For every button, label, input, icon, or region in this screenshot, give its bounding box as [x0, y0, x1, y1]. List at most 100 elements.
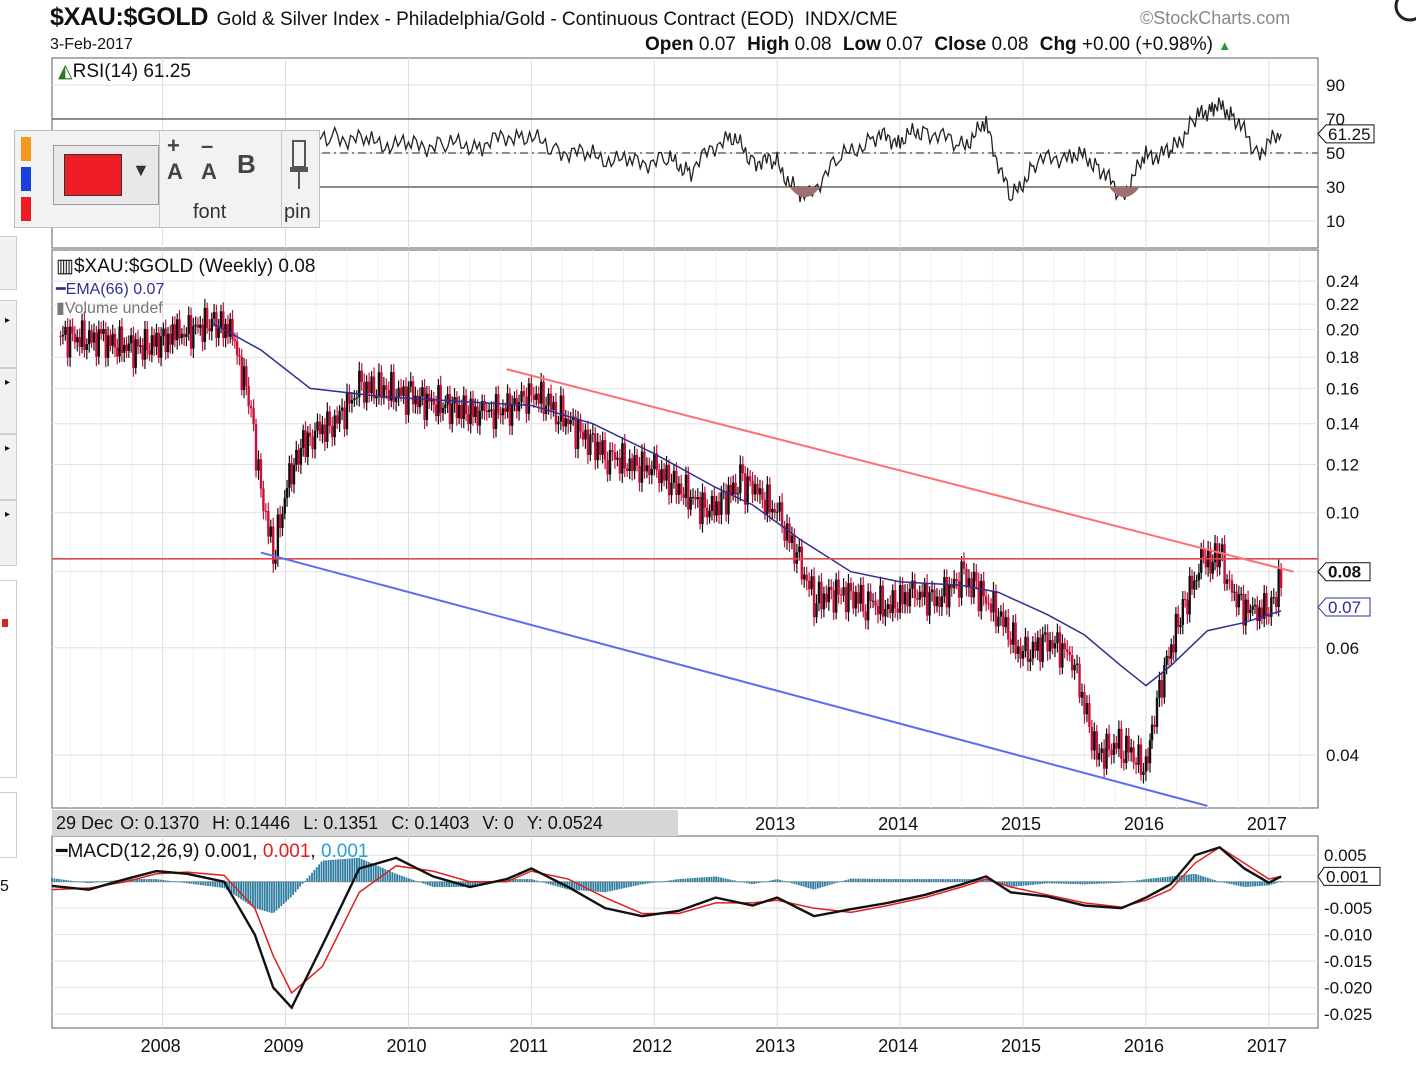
price-candle-body — [194, 324, 197, 326]
macd-histogram-bar — [138, 879, 141, 882]
macd-histogram-bar — [346, 858, 349, 882]
macd-histogram-bar — [1162, 877, 1164, 882]
macd-histogram-bar — [1069, 881, 1072, 884]
price-candle-body — [490, 409, 493, 411]
price-candle-body — [980, 580, 983, 612]
price-tick-label: 0.22 — [1326, 295, 1359, 314]
macd-histogram-bar — [890, 879, 893, 882]
price-candle-body — [358, 370, 361, 398]
pin-icon[interactable] — [289, 139, 309, 196]
side-tab-1[interactable] — [0, 236, 17, 290]
price-candle-body — [64, 326, 67, 335]
macd-histogram-bar — [426, 881, 429, 886]
macd-histogram-bar — [351, 858, 354, 882]
side-tab-3[interactable]: ▸ — [0, 368, 17, 434]
price-candle-body — [665, 464, 668, 481]
macd-histogram-bar — [961, 879, 963, 882]
price-candle-body — [385, 385, 388, 390]
macd-histogram-bar — [533, 879, 536, 882]
price-candle-body — [793, 535, 796, 564]
macd-histogram-bar — [741, 881, 744, 883]
side-tab-5[interactable]: ▸ — [0, 500, 17, 566]
macd-histogram-bar — [133, 879, 136, 882]
price-candle-body — [1170, 644, 1173, 659]
macd-histogram-bar — [436, 881, 439, 887]
macd-histogram-bar — [642, 881, 644, 885]
price-candle-body — [1066, 649, 1069, 652]
macd-histogram-bar — [181, 881, 183, 883]
color-picker-button[interactable]: ▼ — [53, 145, 159, 205]
macd-histogram-bar — [521, 879, 524, 882]
macd-histogram-bar — [1110, 881, 1112, 884]
price-candle-body — [626, 468, 629, 472]
color-chip-orange[interactable] — [21, 137, 31, 161]
macd-histogram-bar — [155, 879, 157, 882]
macd-histogram-bar — [254, 881, 257, 909]
macd-histogram-bar — [857, 878, 859, 882]
rsi-legend: ◭RSI(14) 61.25 — [58, 60, 191, 83]
macd-histogram-bar — [438, 881, 441, 887]
macd-histogram-bar — [826, 881, 829, 886]
macd-histogram-bar — [86, 881, 89, 884]
macd-histogram-bar — [1117, 881, 1119, 883]
color-chip-red[interactable] — [21, 197, 31, 221]
macd-histogram-bar — [419, 881, 422, 883]
side-tab-4[interactable]: ▸ — [0, 434, 17, 500]
macd-histogram-bar — [920, 879, 923, 882]
price-candle-body — [367, 381, 371, 394]
price-candle-body — [185, 333, 188, 337]
price-candle-body — [761, 488, 764, 500]
side-tab-6[interactable] — [0, 792, 17, 858]
candle-legend-icon: ▥ — [56, 256, 74, 277]
macd-histogram-bar — [658, 881, 661, 883]
chevron-right-icon: ▸ — [5, 509, 11, 520]
macd-histogram-bar — [476, 881, 479, 886]
price-candle-body — [411, 381, 415, 405]
price-candle-body — [187, 315, 190, 334]
macd-histogram-bar — [1247, 881, 1249, 887]
font-decrease-icon[interactable]: – A — [201, 133, 217, 184]
price-candle-body — [710, 496, 714, 512]
macd-histogram-bar — [559, 881, 562, 888]
macd-histogram-bar — [701, 877, 703, 882]
price-candle-body — [125, 344, 128, 351]
price-candle-body — [928, 592, 931, 616]
macd-histogram-bar — [1261, 881, 1264, 886]
price-candle-body — [1153, 724, 1156, 727]
macd-histogram-bar — [214, 881, 216, 887]
font-increase-icon[interactable]: + A — [167, 133, 183, 184]
macd-histogram-bar — [717, 877, 720, 882]
bold-button[interactable]: B — [237, 149, 256, 179]
macd-histogram-bar — [1188, 874, 1190, 882]
price-candle-body — [930, 589, 934, 593]
price-candle-body — [741, 464, 744, 474]
price-candle-body — [1132, 747, 1135, 763]
resistance-trendline — [506, 368, 1294, 573]
side-tab-2[interactable]: ▸ — [0, 300, 17, 368]
price-candle-body — [967, 578, 971, 588]
macd-tick-label: -0.025 — [1324, 1005, 1372, 1024]
macd-histogram-bar — [854, 878, 857, 882]
price-candle-body — [173, 324, 177, 341]
price-candle-body — [576, 419, 580, 450]
price-candle-body — [795, 552, 799, 564]
macd-histogram-bar — [79, 881, 82, 883]
macd-histogram-bar — [795, 881, 798, 885]
price-candle-body — [520, 391, 523, 403]
price-candle-body — [945, 577, 949, 608]
price-candle-body — [670, 482, 673, 496]
macd-histogram-bar — [443, 881, 446, 887]
price-candle-body — [1016, 646, 1020, 654]
macd-histogram-bar — [956, 879, 959, 882]
macd-histogram-bar — [594, 881, 597, 892]
price-candle-body — [1102, 748, 1106, 769]
macd-histogram-bar — [126, 879, 129, 882]
macd-histogram-bar — [103, 881, 105, 883]
side-panel[interactable] — [0, 580, 17, 778]
brand[interactable]: ©StockCharts.com — [1140, 8, 1290, 29]
price-candle-body — [448, 394, 452, 425]
price-candle-body — [539, 381, 543, 404]
color-chip-blue[interactable] — [21, 167, 31, 191]
price-candle-body — [800, 546, 803, 580]
macd-histogram-bar — [1249, 881, 1252, 887]
